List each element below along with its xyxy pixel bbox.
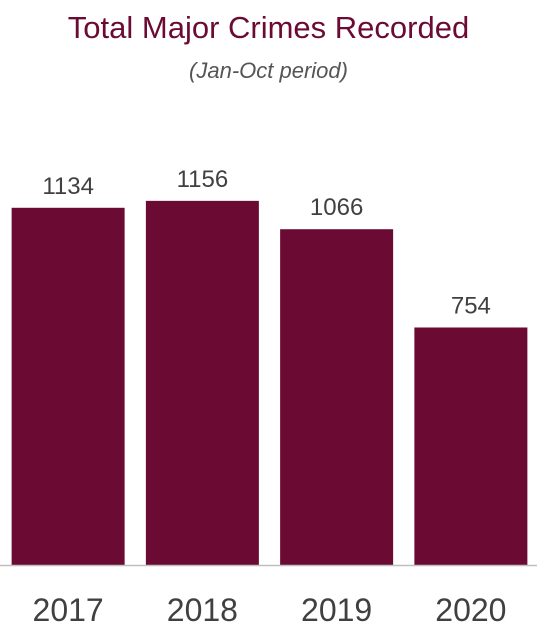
chart-subtitle: (Jan-Oct period) bbox=[189, 58, 348, 83]
category-label-2020: 2020 bbox=[435, 592, 506, 626]
bar-2020 bbox=[414, 327, 528, 565]
category-label-2018: 2018 bbox=[167, 592, 238, 626]
category-label-2019: 2019 bbox=[301, 592, 372, 626]
category-label-2017: 2017 bbox=[33, 592, 104, 626]
bar-2017 bbox=[11, 207, 125, 566]
chart-title: Total Major Crimes Recorded bbox=[67, 10, 470, 45]
bar-2019 bbox=[280, 229, 394, 565]
value-label-2017: 1134 bbox=[42, 173, 94, 200]
value-label-2019: 1066 bbox=[310, 194, 363, 221]
bar-2018 bbox=[145, 200, 259, 566]
value-labels-layer: 1134 1156 1066 754 bbox=[42, 166, 491, 320]
value-label-2018: 1156 bbox=[177, 166, 229, 193]
bars-layer bbox=[11, 200, 528, 566]
value-label-2020: 754 bbox=[451, 292, 491, 319]
category-labels-layer: 2017 2018 2019 2020 bbox=[33, 592, 507, 626]
